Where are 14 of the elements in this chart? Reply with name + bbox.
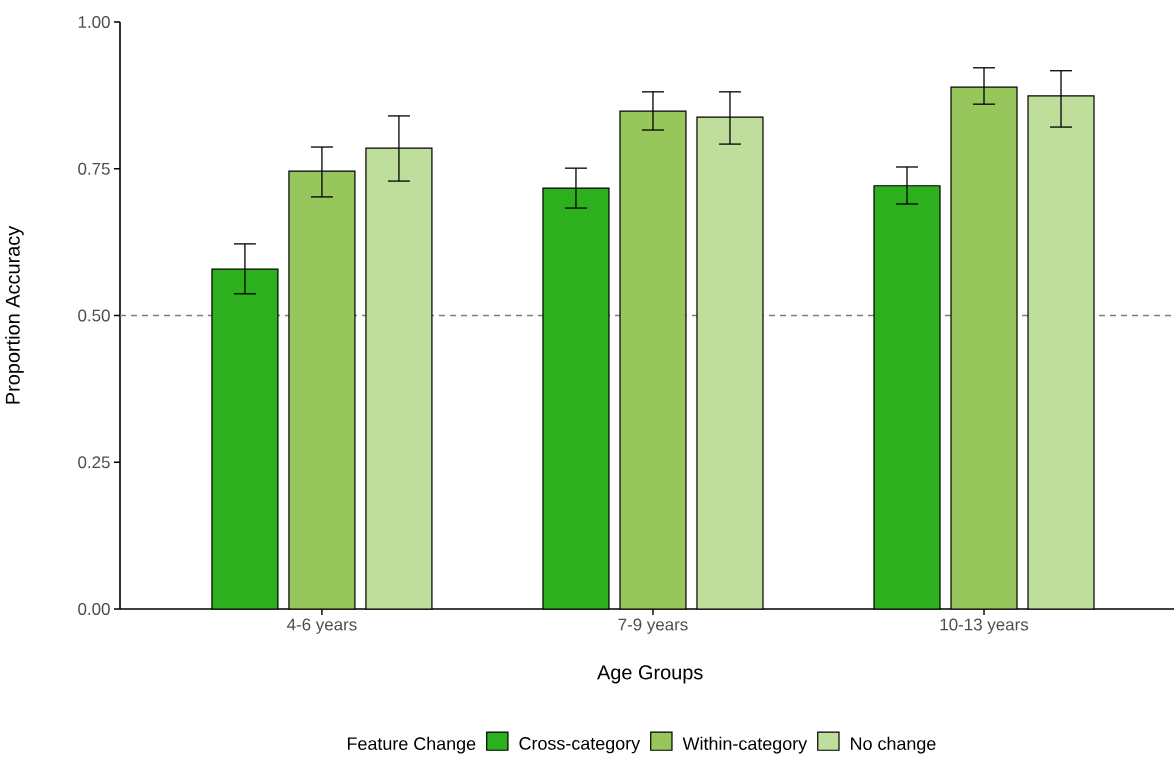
y-tick-label: 0.75 <box>78 162 110 175</box>
y-axis-title: Proportion Accuracy <box>5 225 24 404</box>
x-axis-title: Age Groups <box>597 665 703 684</box>
y-tick-label: 0.25 <box>78 456 110 469</box>
legend-label: Within-category <box>682 736 808 754</box>
legend-title: Feature Change <box>347 736 476 754</box>
x-tick-label: 4-6 years <box>287 618 357 634</box>
legend-label: No change <box>851 736 936 754</box>
y-tick-label: 1.00 <box>78 16 110 28</box>
x-tick-label: 7-9 years <box>618 618 688 634</box>
x-tick-label: 10-13 years <box>940 618 1029 634</box>
legend-label: Cross-category <box>519 737 641 754</box>
y-tick-label: 0.50 <box>78 309 110 322</box>
y-tick-label: 0.00 <box>78 603 110 615</box>
